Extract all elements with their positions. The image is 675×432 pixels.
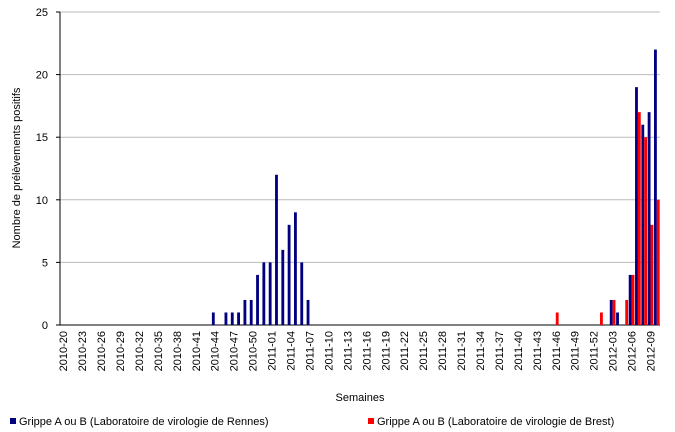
x-tick-label: 2011-31 (456, 331, 468, 371)
bar (281, 249, 285, 325)
bar (306, 299, 310, 325)
bar (224, 312, 228, 325)
x-tick-label: 2010-20 (58, 331, 70, 371)
x-tick-label: 2012-06 (627, 331, 639, 371)
x-tick-label: 2010-41 (191, 331, 203, 371)
x-tick-label: 2011-52 (589, 331, 601, 371)
bar (300, 262, 304, 325)
x-tick-label: 2011-04 (286, 331, 298, 371)
x-tick-label: 2011-25 (418, 331, 430, 371)
bar (612, 299, 616, 325)
x-tick-label: 2010-26 (96, 331, 108, 371)
x-tick-label: 2011-34 (475, 331, 487, 371)
bar (650, 224, 654, 325)
x-axis-title: Semaines (336, 392, 385, 404)
bar (644, 137, 648, 325)
y-tick-label: 0 (42, 320, 48, 332)
legend-swatch (10, 418, 16, 424)
x-tick-label: 2012-03 (608, 331, 620, 371)
bar (654, 49, 657, 326)
x-tick-label: 2010-44 (210, 331, 222, 371)
legend-label: Grippe A ou B (Laboratoire de virologie … (19, 416, 269, 428)
bar (275, 174, 278, 325)
bar (625, 299, 629, 325)
x-tick-label: 2010-38 (172, 331, 184, 371)
bar (287, 224, 291, 325)
bar (262, 262, 266, 325)
x-tick-label: 2012-09 (646, 331, 658, 371)
bar (635, 87, 638, 326)
x-tick-label: 2011-46 (551, 331, 563, 371)
bar (637, 112, 641, 325)
bar (294, 212, 297, 325)
bar (628, 274, 632, 325)
x-tick-label: 2011-07 (304, 331, 316, 371)
y-tick-label: 10 (36, 195, 48, 207)
legend-label: Grippe A ou B (Laboratoire de virologie … (377, 416, 614, 428)
bar (256, 274, 259, 325)
bar (555, 312, 559, 325)
bar (249, 299, 253, 325)
x-tick-label: 2011-01 (267, 331, 279, 371)
x-tick-label: 2010-23 (77, 331, 89, 371)
x-tick-label: 2011-22 (399, 331, 411, 371)
bar (647, 112, 651, 325)
y-tick-label: 15 (36, 132, 48, 144)
x-tick-label: 2010-35 (153, 331, 165, 371)
bar (631, 274, 635, 325)
bar (609, 299, 613, 325)
legend-swatch (368, 418, 374, 424)
x-tick-label: 2011-49 (570, 331, 582, 371)
x-tick-label: 2010-47 (229, 331, 241, 371)
y-tick-label: 20 (36, 70, 48, 82)
bar (616, 312, 619, 325)
x-tick-label: 2010-32 (134, 331, 146, 371)
x-tick-label: 2011-19 (380, 331, 392, 371)
x-tick-label: 2010-29 (115, 331, 127, 371)
bar (268, 262, 272, 325)
y-tick-label: 25 (36, 7, 48, 19)
bar (230, 312, 234, 325)
x-tick-label: 2011-40 (513, 331, 525, 371)
x-tick-label: 2010-50 (248, 331, 260, 371)
bar (656, 199, 660, 325)
x-tick-label: 2011-10 (323, 331, 335, 371)
y-tick-label: 5 (42, 257, 48, 269)
x-tick-label: 2011-13 (342, 331, 354, 371)
x-tick-label: 2011-43 (532, 331, 544, 371)
bar (211, 312, 215, 325)
x-tick-label: 2011-37 (494, 331, 506, 371)
x-tick-label: 2011-28 (437, 331, 449, 371)
bar (243, 299, 247, 325)
bar (237, 312, 240, 325)
x-tick-label: 2011-16 (361, 331, 373, 371)
bar (600, 312, 603, 325)
y-axis-title: Nombre de prélèvements positifs (11, 87, 23, 248)
bar (641, 124, 645, 326)
